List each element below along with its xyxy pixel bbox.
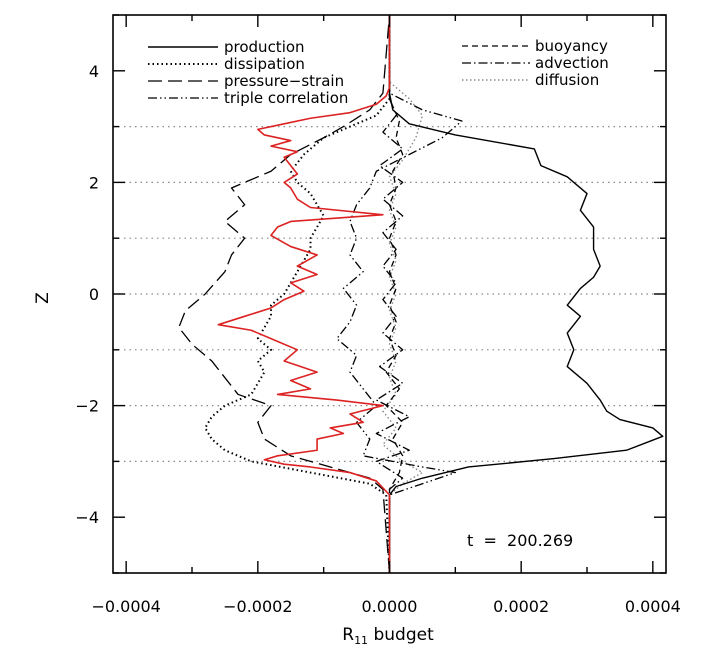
y-axis-label: Z [33, 292, 53, 304]
series-pressure-strain [178, 14, 391, 574]
legend-label: diffusion [535, 71, 599, 89]
legend-label: triple correlation [224, 89, 348, 107]
series-highlight-red [217, 15, 391, 573]
y-tick-label: 2 [89, 173, 99, 192]
legend-label: dissipation [224, 55, 305, 73]
series-advection [375, 15, 410, 573]
legend-label: advection [535, 54, 609, 72]
x-tick-label: 0.0002 [493, 597, 549, 616]
series-dissipation [204, 15, 391, 574]
x-tick-labels: −0.0004 −0.0002 0.0000 0.0002 0.0004 [91, 597, 680, 616]
legend-label: buoyancy [535, 37, 608, 55]
x-axis-label: R11 budget [342, 625, 434, 647]
series-production [388, 15, 664, 573]
x-tick-label: −0.0002 [223, 597, 292, 616]
x-axis-label-rest: budget [368, 625, 434, 645]
y-tick-labels: −4 −2 0 2 4 [75, 62, 99, 527]
x-axis-label-subscript: 11 [354, 634, 368, 647]
series-lines [178, 14, 664, 574]
legend-label: pressure−strain [224, 72, 344, 90]
series-buoyancy [385, 15, 404, 573]
y-tick-label: 0 [89, 285, 99, 304]
x-tick-label: 0.0004 [625, 597, 681, 616]
legend-label: production [224, 38, 305, 56]
y-tick-label: 4 [89, 62, 99, 81]
x-axis-label-main: R [342, 625, 354, 645]
y-tick-label: −2 [75, 397, 99, 416]
y-tick-label: −4 [75, 508, 99, 527]
x-tick-label: 0.0000 [362, 597, 418, 616]
series-triple-correlation [336, 15, 463, 573]
legend: productiondissipationpressure−straintrip… [148, 37, 609, 107]
axis-ticks [113, 14, 666, 574]
time-annotation: t = 200.269 [467, 531, 573, 550]
x-tick-label: −0.0004 [91, 597, 160, 616]
series-diffusion [382, 15, 424, 573]
